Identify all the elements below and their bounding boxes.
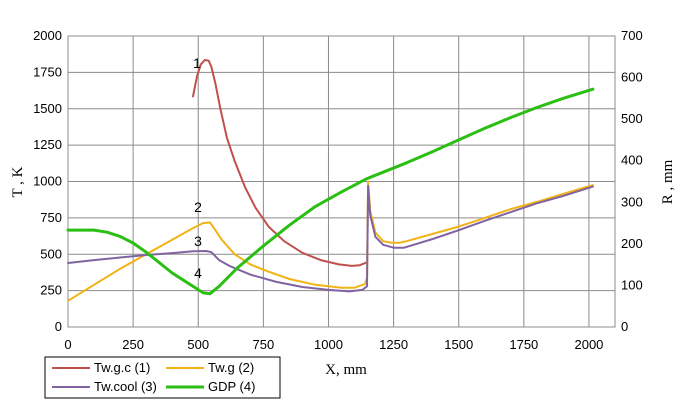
x-tick-label: 1500 bbox=[444, 337, 473, 352]
curve-number-labels: 1 2 3 4 bbox=[193, 55, 202, 281]
y2-tick-label: 300 bbox=[621, 194, 643, 209]
curve-number-label: 2 bbox=[194, 199, 202, 215]
x-tick-label: 500 bbox=[187, 337, 209, 352]
x-tick-label: 250 bbox=[122, 337, 144, 352]
y-tick-label: 1000 bbox=[33, 174, 62, 189]
grid bbox=[67, 35, 616, 328]
y2-axis-title: R , mm bbox=[660, 159, 676, 204]
y-axis-title: T , K bbox=[10, 166, 26, 197]
y2-tick-label: 600 bbox=[621, 70, 643, 85]
y-tick-label: 2000 bbox=[33, 28, 62, 43]
curve-number-label: 3 bbox=[194, 233, 202, 249]
series-line bbox=[192, 59, 368, 267]
plot-frame bbox=[67, 35, 616, 328]
right-axis-ticks: 0 100 200 300 400 500 600 700 bbox=[621, 28, 643, 334]
y-tick-label: 1750 bbox=[33, 64, 62, 79]
x-tick-label: 1000 bbox=[314, 337, 343, 352]
x-tick-label: 1750 bbox=[509, 337, 538, 352]
y-tick-label: 0 bbox=[55, 319, 62, 334]
x-tick-label: 1250 bbox=[379, 337, 408, 352]
y2-tick-label: 100 bbox=[621, 277, 643, 292]
legend-entry: Tw.g.c (1) bbox=[94, 360, 150, 375]
y2-tick-label: 400 bbox=[621, 153, 643, 168]
y-tick-label: 1500 bbox=[33, 101, 62, 116]
legend-entry: GDP (4) bbox=[208, 379, 255, 394]
y2-tick-label: 700 bbox=[621, 28, 643, 43]
x-tick-label: 0 bbox=[64, 337, 71, 352]
legend-entry: Tw.cool (3) bbox=[94, 379, 157, 394]
x-axis-title: X, mm bbox=[325, 362, 367, 378]
y-tick-label: 250 bbox=[40, 283, 62, 298]
y-tick-label: 1250 bbox=[33, 137, 62, 152]
x-tick-label: 750 bbox=[253, 337, 275, 352]
x-axis-ticks: 0 250 500 750 1000 1250 1500 1750 2000 bbox=[64, 337, 603, 352]
series-line bbox=[67, 184, 594, 293]
curve-number-label: 4 bbox=[194, 265, 202, 281]
left-axis-ticks: 0 250 500 750 1000 1250 1500 1750 2000 bbox=[33, 28, 62, 334]
series-line bbox=[67, 180, 594, 302]
x-tick-label: 2000 bbox=[574, 337, 603, 352]
y-tick-label: 500 bbox=[40, 246, 62, 261]
curve-number-label: 1 bbox=[193, 55, 201, 71]
legend: Tw.g.c (1) Tw.g (2) Tw.cool (3) GDP (4) bbox=[44, 356, 281, 399]
y2-tick-label: 0 bbox=[621, 319, 628, 334]
legend-entry: Tw.g (2) bbox=[208, 360, 254, 375]
y-tick-label: 750 bbox=[40, 210, 62, 225]
series-line bbox=[66, 87, 595, 296]
y2-tick-label: 200 bbox=[621, 236, 643, 251]
y2-tick-label: 500 bbox=[621, 111, 643, 126]
series-lines bbox=[66, 59, 595, 302]
